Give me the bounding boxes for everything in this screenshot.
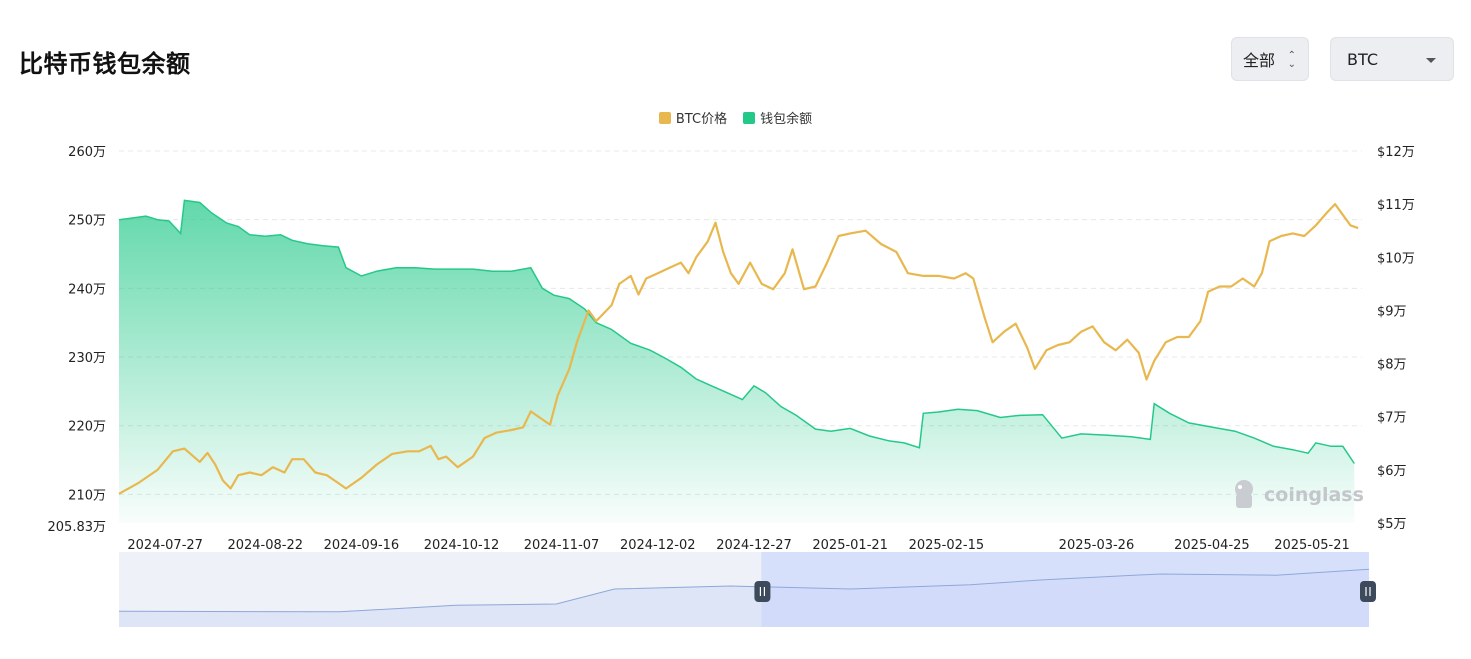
axis-labels: 260万 250万 240万 230万 220万 210万 205.83万 $12万 $11万 $… — [48, 145, 1415, 553]
x-axis-tick-label: 2024-10-12 — [424, 538, 500, 553]
grid-lines — [119, 150, 1362, 495]
right-axis-tick-label: $9万 — [1377, 304, 1407, 319]
x-axis-tick-label: 2024-12-27 — [716, 538, 792, 553]
right-axis-tick-label: $8万 — [1377, 358, 1407, 373]
coin-select[interactable]: BTC — [1330, 37, 1454, 81]
range-navigator[interactable] — [118, 552, 1376, 627]
navigator-area — [119, 569, 1369, 627]
left-axis-min-label: 205.83万 — [48, 520, 107, 535]
navigator-background — [119, 552, 1369, 627]
legend-label-btc-price: BTC价格 — [675, 112, 728, 127]
x-axis-tick-label: 2025-02-15 — [909, 538, 985, 553]
right-axis-tick-label: $10万 — [1377, 251, 1415, 266]
chart-legend: BTC价格 钱包余额 — [0, 108, 1471, 127]
left-axis-tick-label: 220万 — [68, 420, 106, 435]
chevron-down-icon — [1426, 58, 1436, 63]
x-axis-tick-label: 2024-12-02 — [620, 538, 696, 553]
sort-arrows-icon: ⌃ ⌄ — [1287, 50, 1296, 70]
x-axis-tick-label: 2025-05-21 — [1274, 538, 1350, 553]
left-axis-tick-label: 230万 — [68, 351, 106, 366]
x-axis-tick-label: 2024-11-07 — [524, 538, 600, 553]
watermark-text: coinglass — [1264, 484, 1364, 506]
watermark: coinglass — [1235, 480, 1364, 508]
legend-item-wallet-balance[interactable]: 钱包余额 — [743, 108, 812, 127]
time-range-label: 全部 — [1243, 51, 1276, 70]
x-axis-tick-label: 2025-04-25 — [1174, 538, 1250, 553]
right-axis-tick-label: $6万 — [1377, 464, 1407, 479]
coin-select-label: BTC — [1347, 49, 1378, 69]
x-axis-tick-label: 2025-01-21 — [812, 538, 888, 553]
x-axis-tick-label: 2024-09-16 — [324, 538, 400, 553]
legend-item-btc-price[interactable]: BTC价格 — [658, 108, 728, 127]
navigator-selected-range — [761, 552, 1369, 627]
wallet-balance-line — [118, 199, 1355, 464]
right-axis-tick-label: $7万 — [1377, 411, 1407, 426]
x-axis-tick-label: 2024-08-22 — [227, 538, 303, 553]
left-axis-tick-label: 210万 — [68, 488, 106, 503]
legend-label-wallet-balance: 钱包余额 — [760, 112, 813, 127]
btc-price-line — [118, 203, 1359, 495]
legend-swatch-wallet-balance — [743, 111, 756, 124]
coinglass-logo-icon — [1235, 480, 1253, 508]
navigator-handle-left[interactable] — [754, 581, 771, 602]
page-title: 比特币钱包余额 — [19, 50, 191, 78]
left-axis-tick-label: 250万 — [68, 214, 106, 229]
right-axis-tick-label: $12万 — [1377, 145, 1415, 160]
left-axis-tick-label: 240万 — [68, 282, 106, 297]
x-axis-tick-label: 2025-03-26 — [1059, 538, 1135, 553]
navigator-line — [118, 568, 1370, 613]
time-range-select[interactable]: 全部 ⌃ ⌄ — [1231, 37, 1309, 81]
x-axis-tick-label: 2024-07-27 — [127, 538, 203, 553]
left-axis-tick-label: 260万 — [68, 145, 106, 160]
right-axis-tick-label: $11万 — [1377, 198, 1415, 213]
legend-swatch-btc-price — [658, 111, 671, 124]
wallet-balance-area — [119, 200, 1355, 523]
right-axis-tick-label: $5万 — [1377, 517, 1407, 532]
series-layer — [118, 199, 1359, 523]
navigator-handle-right[interactable] — [1360, 581, 1376, 602]
